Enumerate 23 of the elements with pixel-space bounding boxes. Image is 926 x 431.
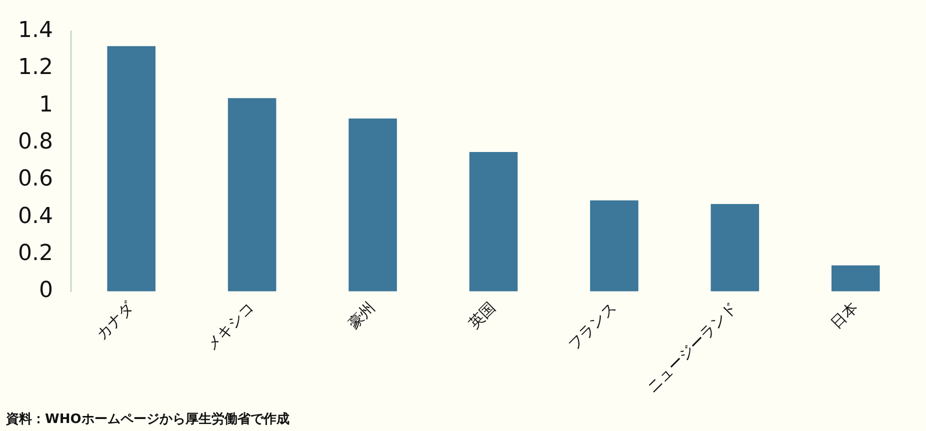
y-tick-label: 0.2 [18,240,53,266]
y-tick-label: 0 [38,278,53,304]
x-tick-label: カナダ [92,298,138,344]
y-tick-label: 0.4 [18,204,53,229]
x-tick-label: フランス [564,298,620,354]
bar [590,200,638,292]
x-tick-label: 豪州 [344,298,378,333]
x-tick-label: 英国 [465,298,500,333]
bar [832,265,880,292]
y-tick-label: 1.4 [18,18,53,43]
text: 資料：WHOホームページから厚生労働省で作成 [6,411,290,428]
y-tick-label: 1 [38,92,53,118]
y-tick-label: 1.2 [18,55,53,80]
x-tick-label: 日本 [827,298,862,333]
y-tick-label: 0.6 [18,166,53,192]
bar [348,118,397,292]
x-tick-label: メキシコ [202,298,258,354]
bar [107,46,156,292]
y-tick-label: 0.8 [18,129,53,154]
bar [710,204,760,292]
bar [228,98,276,292]
x-tick-label: ニュージーランド [642,298,741,396]
bar [469,152,518,292]
